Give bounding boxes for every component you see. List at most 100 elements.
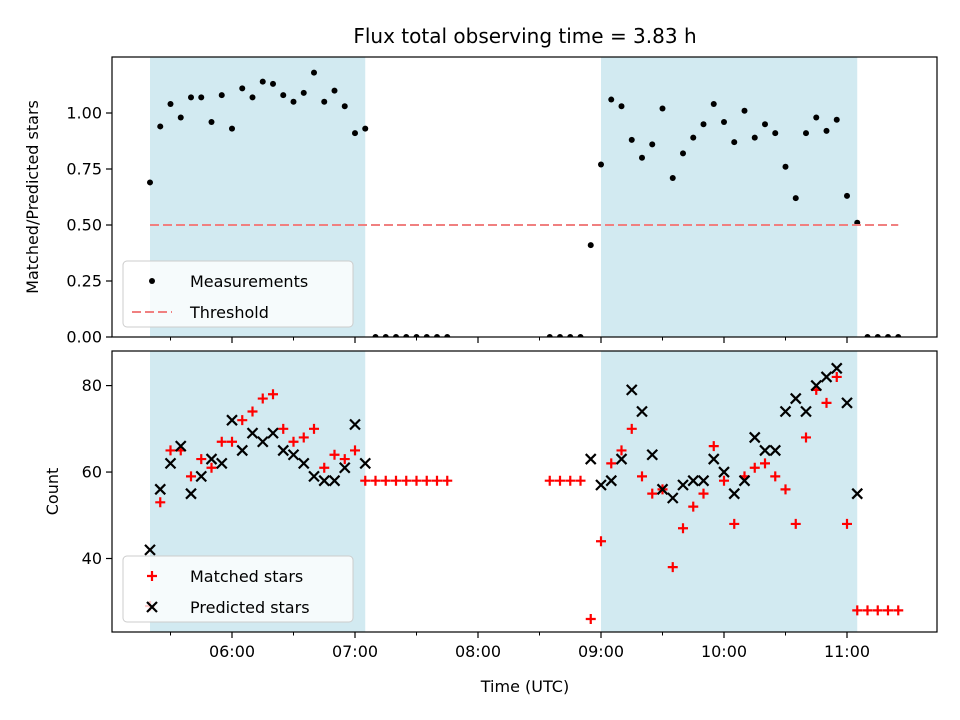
data-point — [267, 427, 279, 439]
data-point — [626, 423, 637, 434]
legend-swatch — [146, 601, 158, 613]
data-point — [677, 479, 689, 491]
data-point — [350, 445, 360, 456]
data-point — [157, 123, 164, 130]
legend-label: Measurements — [190, 272, 308, 291]
data-point — [810, 379, 823, 392]
data-point — [206, 462, 217, 473]
data-point — [688, 501, 699, 512]
data-point — [298, 432, 309, 443]
data-point — [790, 518, 801, 529]
shaded-region — [601, 57, 858, 337]
data-point — [587, 242, 594, 249]
data-point — [196, 454, 207, 465]
data-point — [331, 87, 338, 94]
data-point — [728, 487, 741, 500]
data-point — [885, 334, 891, 337]
data-point — [844, 192, 850, 199]
data-point — [628, 136, 635, 143]
data-point — [893, 605, 904, 616]
data-point — [596, 536, 606, 547]
data-point — [751, 134, 758, 141]
data-point — [833, 116, 840, 123]
data-point — [700, 121, 707, 128]
data-point — [280, 92, 287, 99]
data-point — [401, 475, 412, 486]
data-point — [259, 78, 266, 85]
data-point — [546, 334, 553, 337]
data-point — [216, 436, 227, 447]
data-point — [615, 453, 628, 465]
x-tick-label: 11:00 — [824, 642, 870, 661]
data-point — [762, 121, 768, 128]
data-point — [567, 334, 574, 337]
data-point — [862, 605, 873, 616]
data-point — [779, 405, 792, 418]
data-point — [359, 457, 372, 470]
data-point — [288, 436, 299, 447]
data-point — [687, 474, 700, 487]
data-point — [707, 453, 720, 465]
data-point — [584, 453, 597, 465]
data-point — [321, 98, 328, 105]
data-point — [606, 458, 617, 469]
data-point — [341, 103, 348, 110]
data-point — [769, 444, 782, 457]
data-point — [813, 114, 820, 121]
data-point — [801, 432, 811, 443]
data-point — [372, 334, 379, 337]
legend-swatch — [147, 571, 157, 581]
data-point — [598, 161, 604, 168]
legend-label: Matched stars — [190, 567, 303, 586]
data-point — [625, 384, 638, 396]
data-point — [656, 483, 669, 496]
data-point — [174, 440, 187, 452]
data-point — [647, 488, 658, 499]
data-point — [749, 462, 760, 473]
data-point — [186, 471, 196, 482]
data-point — [380, 475, 391, 486]
data-point — [360, 475, 371, 486]
data-point — [841, 397, 853, 409]
data-point — [329, 449, 340, 460]
data-point — [874, 334, 881, 337]
data-point — [229, 125, 235, 132]
data-point — [249, 94, 256, 101]
plot-frame — [111, 350, 938, 633]
data-point — [895, 334, 902, 337]
data-point — [721, 118, 727, 125]
data-point — [370, 475, 381, 486]
data-point — [297, 457, 310, 470]
y-tick-label: 40 — [82, 549, 102, 568]
data-point — [585, 614, 596, 625]
data-point — [165, 445, 176, 456]
data-point — [278, 423, 289, 434]
data-point — [770, 471, 781, 482]
panels: 0.00 0.25 0.50 0.75 1.00 Matched/Predicted st… — [23, 56, 938, 661]
data-point — [218, 92, 225, 99]
data-point — [309, 423, 319, 434]
data-point — [718, 466, 730, 478]
data-point — [403, 334, 410, 337]
data-point — [618, 103, 625, 110]
data-point — [789, 392, 802, 405]
data-point — [227, 436, 237, 447]
data-point — [308, 470, 320, 483]
data-point — [659, 105, 666, 112]
data-point — [639, 154, 645, 161]
data-point — [646, 448, 659, 461]
panel-1: 0.00 0.25 0.50 0.75 1.00 Matched/Predicted st… — [23, 56, 938, 347]
data-point — [247, 406, 258, 417]
data-point — [729, 518, 740, 529]
y-tick-label: 1.00 — [66, 104, 102, 123]
data-point — [595, 479, 607, 491]
y-tick-label: 0.75 — [66, 160, 102, 179]
data-point — [352, 130, 358, 137]
data-point — [680, 150, 686, 157]
legend-box — [122, 555, 354, 623]
data-point — [154, 483, 167, 496]
data-point — [823, 127, 830, 134]
data-point — [277, 444, 290, 457]
x-tick-label: 07:00 — [332, 642, 378, 661]
